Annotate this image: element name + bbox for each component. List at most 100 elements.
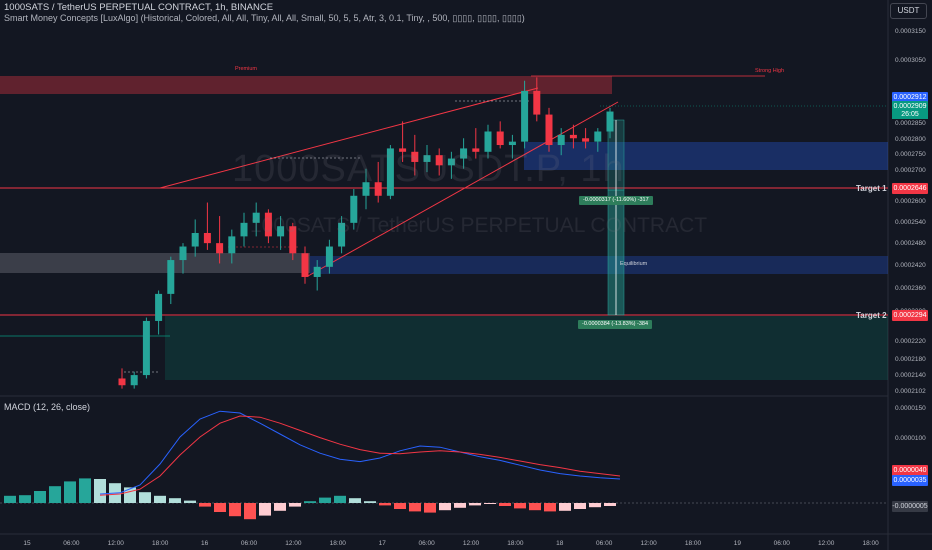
time-axis-label: 18:00 [330, 540, 347, 547]
candle-body [484, 131, 492, 152]
macd-histogram-bar [484, 503, 496, 504]
candle-body [399, 148, 407, 152]
time-axis-label: 12:00 [640, 540, 657, 547]
price-axis-label: 0.0002360 [895, 285, 926, 292]
currency-button[interactable]: USDT [890, 3, 927, 19]
candle-body [313, 266, 321, 277]
candle-body [350, 195, 358, 223]
candle-body [460, 148, 468, 159]
candle-body [179, 246, 187, 261]
candlesticks [118, 77, 614, 389]
macd-histogram-bar [274, 503, 286, 511]
measure-label-lower: -0.0000384 (-13.83%) -384 [578, 320, 653, 329]
time-axis-label: 12:00 [108, 540, 125, 547]
macd-histogram-bar [184, 500, 196, 503]
equilibrium-label: Equilibrium [620, 261, 648, 267]
candle-body [533, 90, 541, 115]
price-axis-label: 0.0002750 [895, 151, 926, 158]
candle-body [264, 212, 272, 237]
macd-histogram-bar [49, 486, 61, 503]
candle-body [545, 114, 553, 146]
price-tag-target-2: 0.0002294 [892, 310, 928, 321]
macd-histogram-bar [199, 503, 211, 507]
time-axis-label: 18:00 [507, 540, 524, 547]
time-axis-label: 12:00 [285, 540, 302, 547]
macd-tag-hist: -0.0000005 [892, 501, 928, 512]
time-axis-label: 06:00 [774, 540, 791, 547]
candle-body [411, 151, 419, 162]
measure-label-upper: -0.0000317 (-11.60%) -317 [579, 196, 653, 205]
equilibrium-zone-blue [310, 256, 888, 274]
macd-histogram-bar [514, 503, 526, 509]
price-axis-label: 0.0002220 [895, 338, 926, 345]
candle-body [582, 138, 590, 142]
macd-histogram-bar [94, 479, 106, 503]
price-tag-current-b: 0.0002909 [892, 101, 928, 112]
time-axis-label: 17 [379, 540, 387, 547]
price-axis-label: 0.0002420 [895, 262, 926, 269]
discount-zone [165, 316, 888, 380]
macd-histogram-bar [319, 497, 331, 503]
price-axis-label: 0.0003150 [895, 28, 926, 35]
macd-histogram-bar [604, 503, 616, 506]
chart-title[interactable]: 1000SATS / TetherUS PERPETUAL CONTRACT, … [4, 2, 274, 13]
time-axis-label: 18:00 [152, 540, 169, 547]
time-axis-label: 15 [23, 540, 31, 547]
macd-histogram-bar [454, 503, 466, 508]
macd-histogram-bar [19, 495, 31, 503]
macd-title[interactable]: MACD (12, 26, close) [4, 402, 91, 412]
macd-histogram-bar [499, 503, 511, 506]
macd-histogram-bar [364, 501, 376, 503]
candle-body [228, 236, 236, 254]
premium-zone [0, 76, 612, 94]
candle-body [447, 158, 455, 166]
wedge-upper-line [159, 87, 539, 189]
candle-body [142, 320, 150, 376]
macd-histogram-bar [574, 503, 586, 509]
premium-label: Premium [235, 66, 258, 72]
macd-histogram-bar [79, 478, 91, 503]
macd-histogram-bar [439, 503, 451, 511]
macd-line [99, 410, 621, 495]
time-axis-label: 16 [201, 540, 209, 547]
price-axis-label: 0.0002102 [895, 388, 926, 395]
candle-body [508, 141, 516, 146]
candle-body [606, 111, 614, 132]
candle-body [130, 375, 138, 386]
candle-body [435, 155, 443, 166]
indicator-title[interactable]: Smart Money Concepts [LuxAlgo] (Historic… [4, 13, 525, 23]
candle-body [167, 260, 175, 294]
candle-body [216, 243, 224, 254]
macd-histogram-bar [229, 503, 241, 517]
macd-histogram-bar [64, 481, 76, 503]
wedge-lower-line [307, 101, 619, 277]
candle-body [277, 226, 285, 237]
candle-body [521, 90, 529, 142]
price-axis: 0.0003150 0.0003050 0.0002850 0.0002800 0.00… [895, 28, 926, 442]
bar-countdown: 26:05 [892, 110, 928, 119]
macd-histogram-bar [214, 503, 226, 512]
price-axis-label: 0.0002850 [895, 120, 926, 127]
macd-histogram-bar [259, 503, 271, 516]
macd-tag-macd: 0.0000035 [892, 475, 928, 486]
time-axis-label: 18 [556, 540, 564, 547]
candle-body [203, 232, 211, 244]
time-axis: 15 06:00 12:00 18:00 16 06:00 12:00 18:00 17 06:0… [23, 540, 879, 547]
candle-body [155, 293, 163, 321]
time-axis-label: 06:00 [63, 540, 80, 547]
macd-histogram-bar [544, 503, 556, 512]
macd-histogram-bar [589, 503, 601, 508]
price-axis-label: 0.0002480 [895, 240, 926, 247]
macd-histogram-bar [169, 498, 181, 503]
candle-body [289, 226, 297, 254]
macd-histogram-bar [304, 501, 316, 503]
candle-body [301, 253, 309, 277]
macd-axis-label: 0.0000150 [895, 405, 926, 412]
time-axis-label: 12:00 [463, 540, 480, 547]
macd-histogram-bar [244, 503, 256, 520]
price-axis-label: 0.0002800 [895, 136, 926, 143]
candle-body [496, 131, 504, 146]
macd-histogram-bar [424, 503, 436, 513]
candle-body [338, 222, 346, 247]
